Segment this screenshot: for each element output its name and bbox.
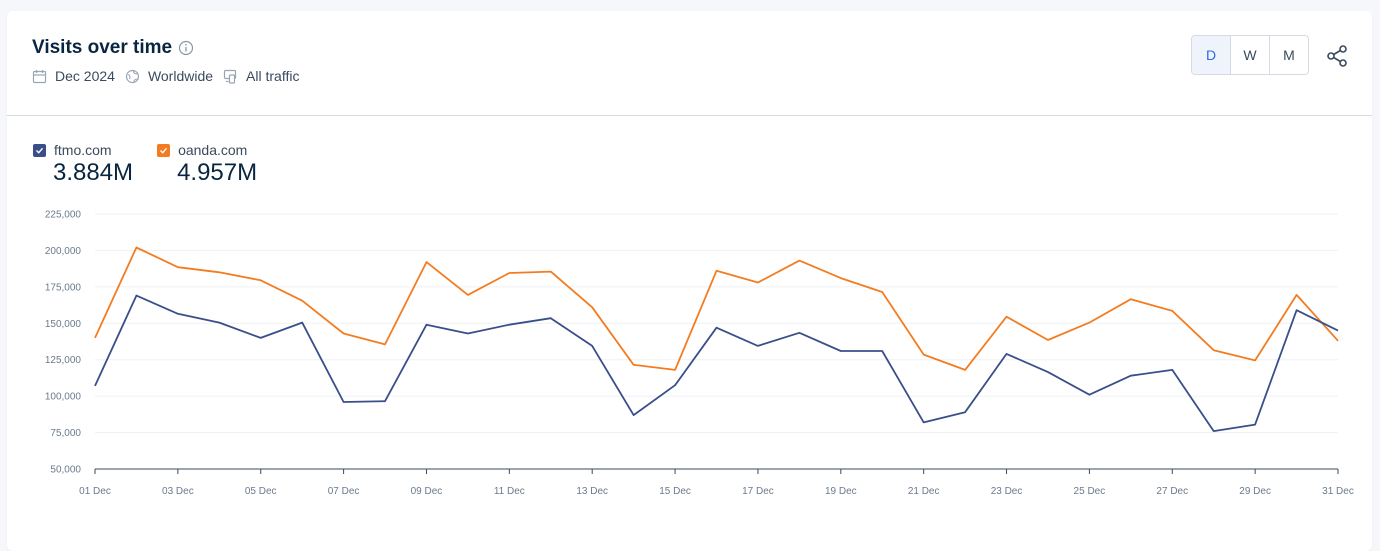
granularity-month-button[interactable]: M [1283,47,1295,63]
y-tick-label: 175,000 [45,282,82,293]
y-tick-label: 50,000 [50,465,81,476]
x-tick-label: 05 Dec [245,486,277,497]
devices-icon [223,69,237,84]
date-range-label: Dec 2024 [55,68,115,84]
visits-over-time-card: Visits over time Dec 2024 Worldwide [7,11,1372,551]
checkbox-icon[interactable] [157,143,171,157]
x-tick-label: 21 Dec [908,486,940,497]
card-header: Visits over time Dec 2024 Worldwide [7,11,1372,116]
granularity-week-button[interactable]: W [1231,36,1270,74]
x-tick-label: 23 Dec [991,486,1023,497]
x-tick-label: 15 Dec [659,486,691,497]
x-tick-label: 03 Dec [162,486,194,497]
x-tick-label: 25 Dec [1074,486,1106,497]
granularity-toggle: D W M [1191,35,1309,75]
info-icon[interactable] [178,40,194,56]
filter-summary: Dec 2024 Worldwide All traffic [32,68,309,84]
legend-item-oanda[interactable]: oanda.com 4.957M [157,142,257,187]
x-tick-label: 17 Dec [742,486,774,497]
legend-total: 3.884M [53,159,134,186]
x-tick-label: 07 Dec [328,486,360,497]
x-tick-label: 13 Dec [576,486,608,497]
y-tick-label: 125,000 [45,355,82,366]
x-tick-label: 01 Dec [79,486,111,497]
legend-item-ftmo[interactable]: ftmo.com 3.884M [33,142,133,187]
checkbox-icon[interactable] [33,143,46,157]
x-tick-label: 09 Dec [411,486,443,497]
legend-label: ftmo.com [54,142,112,158]
y-tick-label: 150,000 [45,319,82,330]
y-tick-label: 75,000 [50,428,81,439]
visits-line-chart: 50,000 75,000 100,000 125,000 150,000 175,000… [45,210,1354,498]
x-tick-label: 29 Dec [1239,486,1271,497]
y-tick-label: 100,000 [45,392,82,403]
legend-total: 4.957M [177,159,258,186]
granularity-day-button[interactable]: D [1192,36,1231,74]
series-line-ftmo-com [94,294,1339,433]
x-tick-label: 27 Dec [1156,486,1188,497]
chart-legend: ftmo.com 3.884M oanda.com 4.957M [33,142,281,187]
region-label: Worldwide [147,68,214,84]
x-tick-label: 11 Dec [494,486,525,497]
legend-label: oanda.com [178,142,248,158]
y-tick-label: 200,000 [45,246,82,257]
series-line-oanda-com [94,246,1339,371]
traffic-type-label: All traffic [246,68,300,84]
y-tick-label: 225,000 [45,210,82,221]
globe-icon [125,69,140,83]
x-tick-label: 31 Dec [1322,486,1354,497]
x-tick-label: 19 Dec [825,486,857,497]
calendar-icon [32,69,47,83]
share-icon[interactable] [1325,44,1349,68]
page-title: Visits over time [32,37,173,58]
